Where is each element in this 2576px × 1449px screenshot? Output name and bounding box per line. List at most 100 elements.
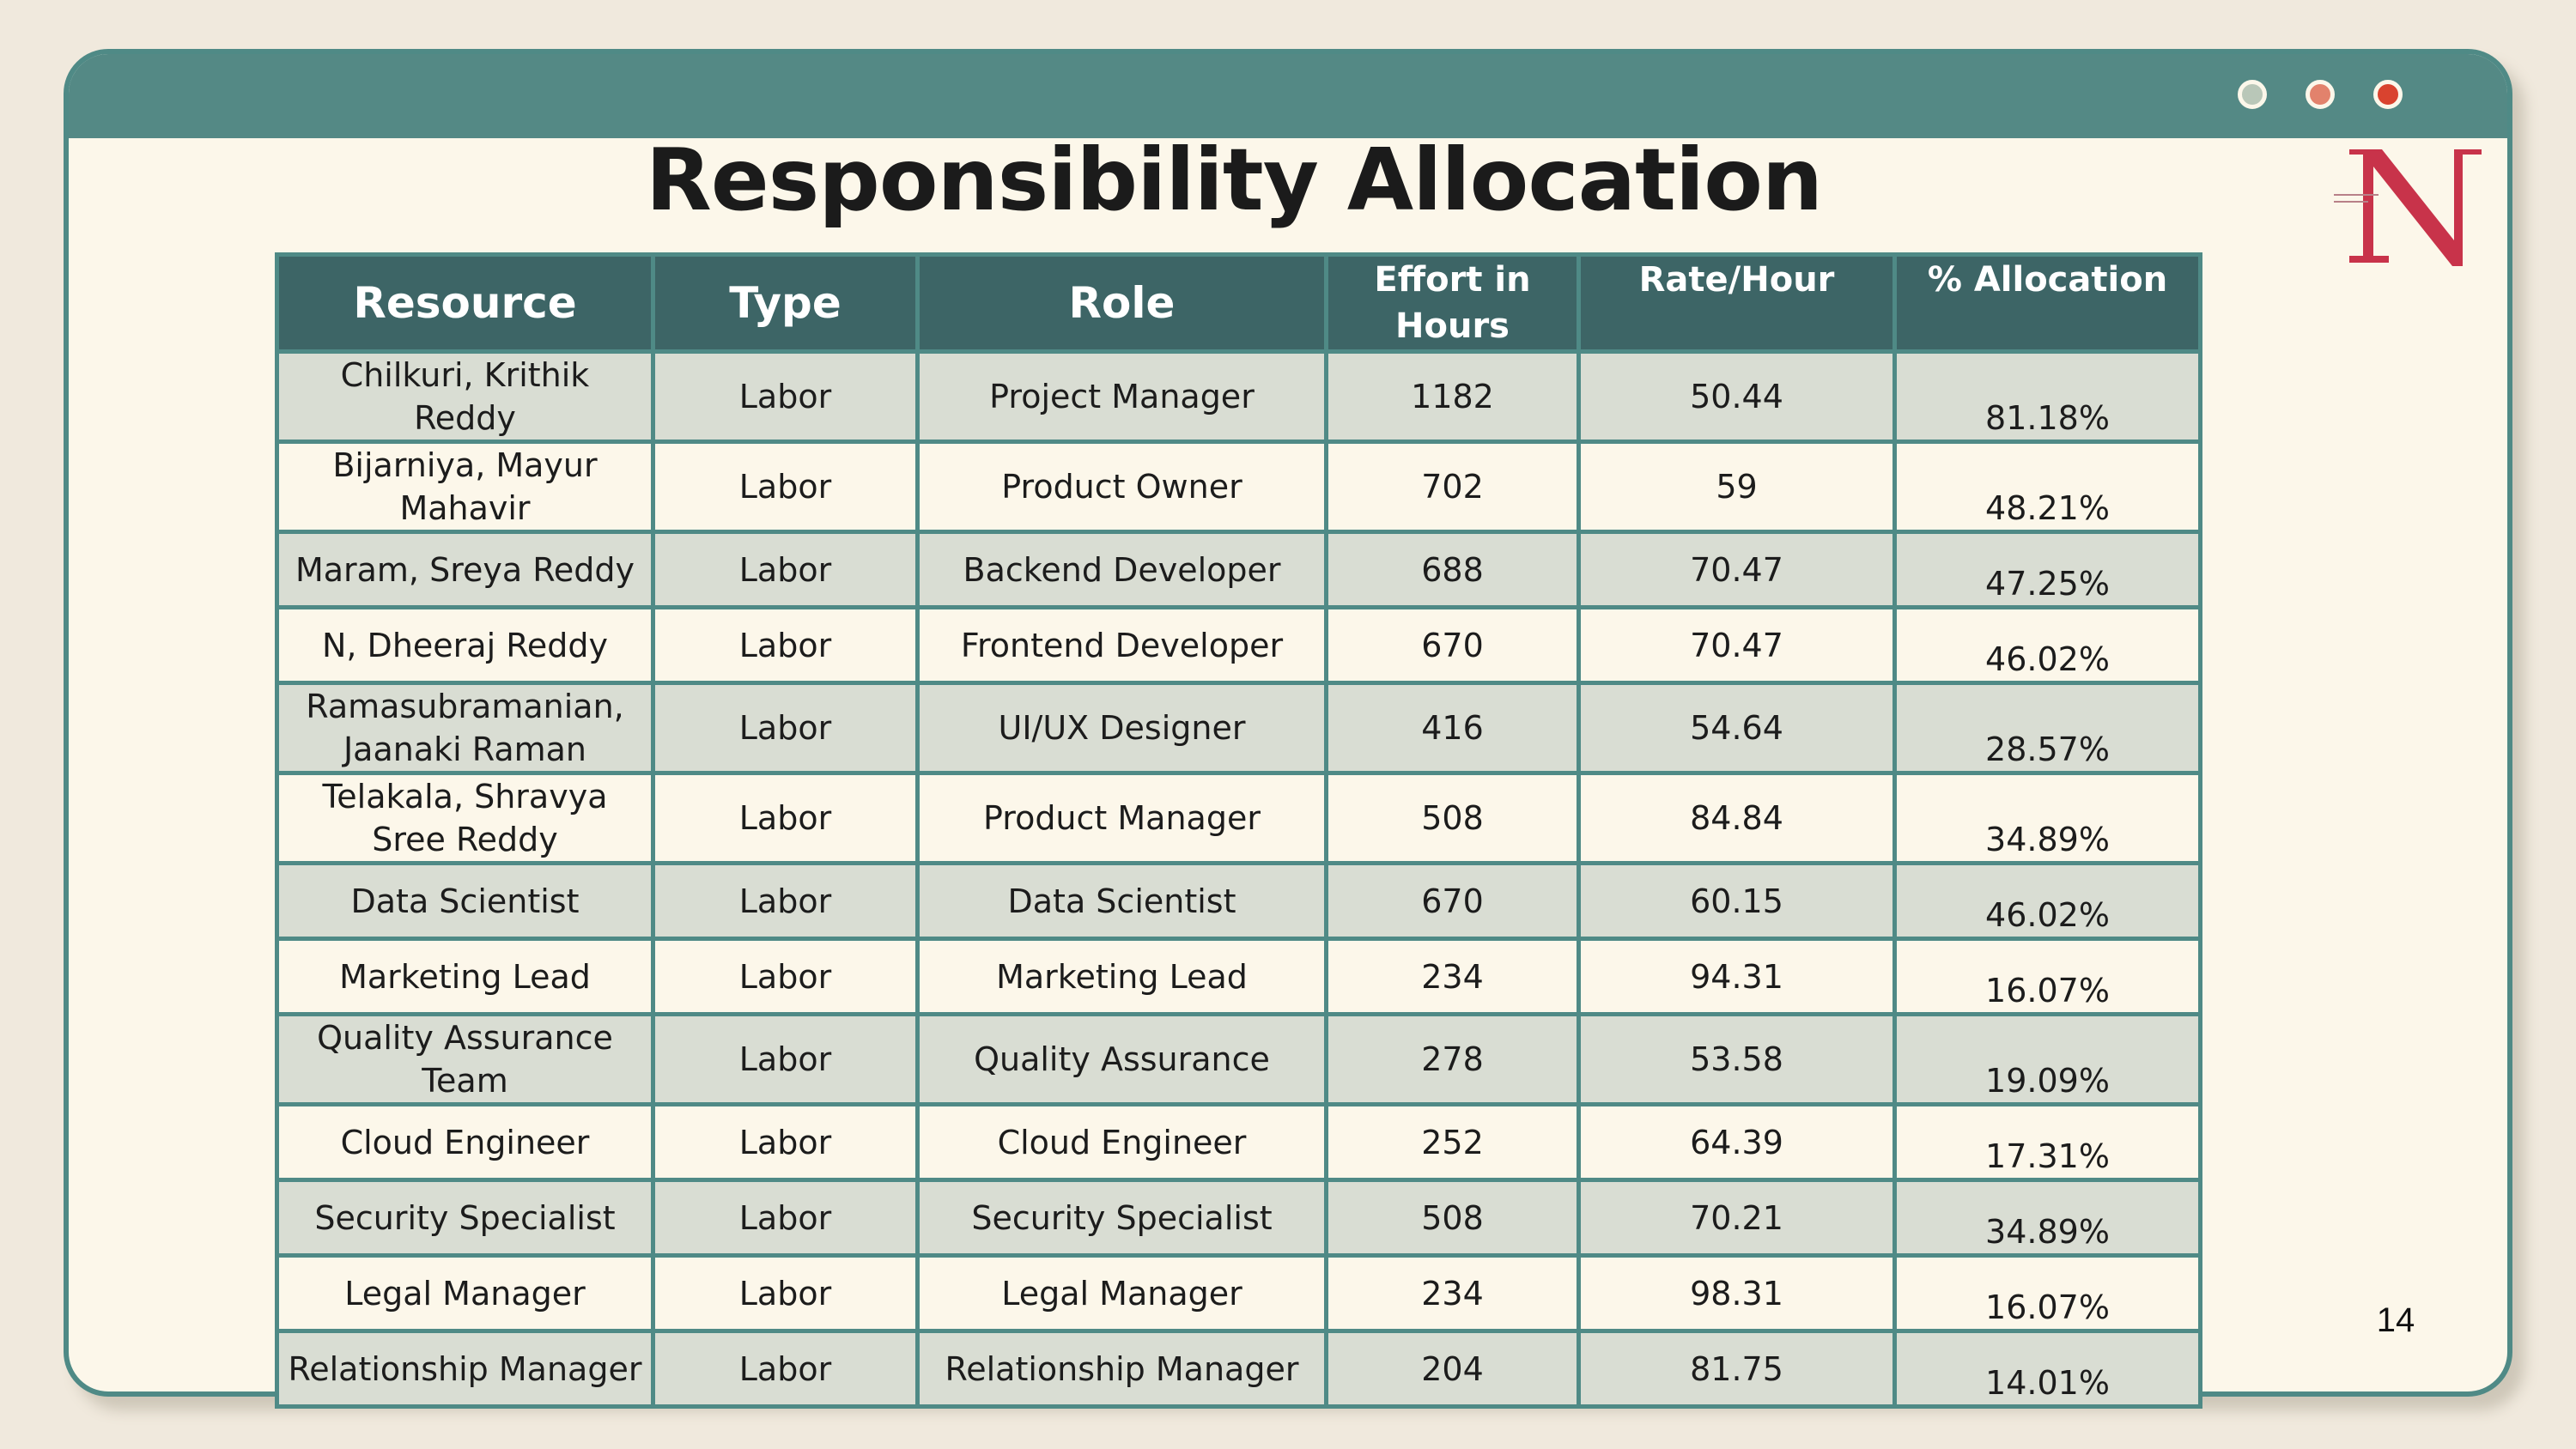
cell-role: Product Owner	[915, 440, 1328, 534]
table-row: Relationship Manager Labor Relationship …	[275, 1329, 2202, 1409]
cell-type: Labor	[651, 1253, 920, 1333]
cell-resource: Data Scientist	[275, 861, 655, 941]
cell-effort: 252	[1324, 1102, 1581, 1182]
cell-role: UI/UX Designer	[915, 681, 1328, 775]
table-row: Marketing Lead Labor Marketing Lead 234 …	[275, 937, 2202, 1016]
cell-allocation: 34.89%	[1893, 1178, 2202, 1258]
cell-effort: 670	[1324, 861, 1581, 941]
cell-type: Labor	[651, 1178, 920, 1258]
cell-effort: 688	[1324, 530, 1581, 609]
cell-rate: 64.39	[1577, 1102, 1897, 1182]
cell-allocation: 46.02%	[1893, 605, 2202, 685]
cell-allocation: 16.07%	[1893, 1253, 2202, 1333]
table-row: Ramasubramanian, Jaanaki Raman Labor UI/…	[275, 681, 2202, 775]
cell-resource: Cloud Engineer	[275, 1102, 655, 1182]
page-number: 14	[2376, 1301, 2415, 1339]
cell-allocation: 16.07%	[1893, 937, 2202, 1016]
cell-effort: 234	[1324, 1253, 1581, 1333]
cell-resource: Relationship Manager	[275, 1329, 655, 1409]
cell-allocation: 28.57%	[1893, 681, 2202, 775]
cell-rate: 53.58	[1577, 1012, 1897, 1106]
cell-type: Labor	[651, 1012, 920, 1106]
cell-allocation: 17.31%	[1893, 1102, 2202, 1182]
cell-role: Frontend Developer	[915, 605, 1328, 685]
green-dot-icon	[2238, 80, 2267, 109]
cell-resource: Chilkuri, Krithik Reddy	[275, 349, 655, 444]
cell-rate: 81.75	[1577, 1329, 1897, 1409]
table-row: Maram, Sreya Reddy Labor Backend Develop…	[275, 530, 2202, 609]
header-rate: Rate/Hour	[1577, 252, 1897, 354]
cell-role: Backend Developer	[915, 530, 1328, 609]
cell-rate: 70.47	[1577, 605, 1897, 685]
cell-resource: Telakala, Shravya Sree Reddy	[275, 771, 655, 865]
cell-type: Labor	[651, 771, 920, 865]
cell-rate: 94.31	[1577, 937, 1897, 1016]
cell-role: Marketing Lead	[915, 937, 1328, 1016]
cell-resource: Ramasubramanian, Jaanaki Raman	[275, 681, 655, 775]
cell-type: Labor	[651, 681, 920, 775]
cell-type: Labor	[651, 440, 920, 534]
table-header-row: Resource Type Role Effort in Hours Rate/…	[275, 252, 2202, 354]
cell-effort: 508	[1324, 1178, 1581, 1258]
cell-effort: 278	[1324, 1012, 1581, 1106]
cell-rate: 59	[1577, 440, 1897, 534]
header-resource: Resource	[275, 252, 655, 354]
header-effort-line2: Hours	[1395, 306, 1510, 346]
cell-type: Labor	[651, 1329, 920, 1409]
cell-rate: 50.44	[1577, 349, 1897, 444]
cell-role: Legal Manager	[915, 1253, 1328, 1333]
cell-effort: 234	[1324, 937, 1581, 1016]
header-type: Type	[651, 252, 920, 354]
cell-type: Labor	[651, 937, 920, 1016]
cell-rate: 98.31	[1577, 1253, 1897, 1333]
cell-effort: 702	[1324, 440, 1581, 534]
cell-resource: Marketing Lead	[275, 937, 655, 1016]
cell-effort: 204	[1324, 1329, 1581, 1409]
cell-allocation: 19.09%	[1893, 1012, 2202, 1106]
cell-role: Data Scientist	[915, 861, 1328, 941]
table-row: Chilkuri, Krithik Reddy Labor Project Ma…	[275, 349, 2202, 444]
cell-role: Product Manager	[915, 771, 1328, 865]
orange-dot-icon	[2306, 80, 2335, 109]
cell-effort: 1182	[1324, 349, 1581, 444]
cell-effort: 670	[1324, 605, 1581, 685]
table-row: N, Dheeraj Reddy Labor Frontend Develope…	[275, 605, 2202, 685]
red-dot-icon	[2373, 80, 2403, 109]
cell-resource: Quality Assurance Team	[275, 1012, 655, 1106]
header-role: Role	[915, 252, 1328, 354]
cell-allocation: 48.21%	[1893, 440, 2202, 534]
cell-type: Labor	[651, 1102, 920, 1182]
cell-allocation: 34.89%	[1893, 771, 2202, 865]
header-allocation: % Allocation	[1893, 252, 2202, 354]
cell-resource: Bijarniya, Mayur Mahavir	[275, 440, 655, 534]
cell-role: Relationship Manager	[915, 1329, 1328, 1409]
cell-allocation: 47.25%	[1893, 530, 2202, 609]
table-row: Legal Manager Labor Legal Manager 234 98…	[275, 1253, 2202, 1333]
table-row: Quality Assurance Team Labor Quality Ass…	[275, 1012, 2202, 1106]
cell-effort: 416	[1324, 681, 1581, 775]
table-row: Security Specialist Labor Security Speci…	[275, 1178, 2202, 1258]
cell-role: Quality Assurance	[915, 1012, 1328, 1106]
cell-role: Cloud Engineer	[915, 1102, 1328, 1182]
table-row: Bijarniya, Mayur Mahavir Labor Product O…	[275, 440, 2202, 534]
cell-resource: Security Specialist	[275, 1178, 655, 1258]
allocation-table: Resource Type Role Effort in Hours Rate/…	[275, 252, 2202, 1409]
cell-resource: N, Dheeraj Reddy	[275, 605, 655, 685]
cell-rate: 54.64	[1577, 681, 1897, 775]
cell-allocation: 81.18%	[1893, 349, 2202, 444]
cell-type: Labor	[651, 349, 920, 444]
table-row: Cloud Engineer Labor Cloud Engineer 252 …	[275, 1102, 2202, 1182]
cell-role: Security Specialist	[915, 1178, 1328, 1258]
cell-rate: 70.47	[1577, 530, 1897, 609]
table-row: Data Scientist Labor Data Scientist 670 …	[275, 861, 2202, 941]
cell-resource: Legal Manager	[275, 1253, 655, 1333]
cell-effort: 508	[1324, 771, 1581, 865]
cell-resource: Maram, Sreya Reddy	[275, 530, 655, 609]
page-title: Responsibility Allocation	[645, 130, 1823, 230]
header-effort: Effort in Hours	[1324, 252, 1581, 354]
cell-role: Project Manager	[915, 349, 1328, 444]
cell-rate: 84.84	[1577, 771, 1897, 865]
cell-type: Labor	[651, 530, 920, 609]
cell-rate: 70.21	[1577, 1178, 1897, 1258]
header-effort-line1: Effort in	[1374, 260, 1531, 300]
